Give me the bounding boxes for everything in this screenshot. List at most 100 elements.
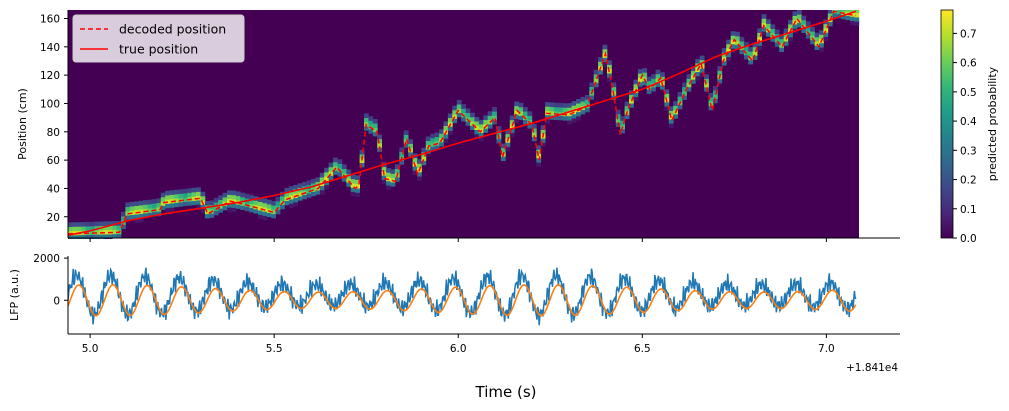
heatmap-cell [752, 55, 758, 60]
heatmap-cell [280, 196, 285, 201]
heatmap-cell [651, 78, 656, 83]
heatmap-cell [364, 113, 369, 118]
heatmap-cell [735, 40, 740, 45]
heatmap-cell [487, 124, 493, 129]
heatmap-cell [98, 221, 104, 227]
bottom-x-tick-label: 7.0 [818, 343, 835, 355]
heatmap-cell [699, 59, 705, 65]
heatmap-cell [447, 130, 453, 136]
heatmap-cell [819, 30, 824, 35]
heatmap-cell [633, 79, 639, 85]
heatmap-cell [169, 203, 175, 208]
heatmap-cell [832, 13, 838, 18]
heatmap-cell [355, 179, 360, 185]
heatmap-cell [293, 189, 299, 194]
heatmap-cell [156, 207, 162, 212]
heatmap-cell [107, 234, 113, 239]
heatmap-cell [293, 197, 299, 203]
heatmap-cell [129, 206, 135, 211]
heatmap-cell [253, 200, 259, 206]
legend-label-true: true position [119, 42, 198, 57]
heatmap-cell [770, 24, 776, 29]
heatmap-cell [430, 137, 436, 143]
heatmap-cell [474, 129, 480, 135]
heatmap-cell [774, 42, 780, 47]
heatmap-cell [319, 172, 325, 178]
heatmap-cell [567, 107, 572, 112]
heatmap-cell [112, 221, 117, 226]
heatmap-cell [540, 129, 546, 135]
heatmap-cell [814, 32, 820, 38]
heatmap-cell [425, 136, 431, 142]
heatmap-cell [337, 159, 343, 164]
heatmap-cell [509, 128, 515, 133]
heatmap-cell [328, 162, 334, 168]
heatmap-cell [730, 35, 736, 41]
top-y-tick-label: 140 [40, 42, 60, 54]
heatmap-cell [761, 27, 767, 32]
colorbar-tick-label: 0.3 [960, 145, 977, 157]
heatmap-cell [584, 95, 590, 100]
heatmap-cell [266, 212, 272, 218]
heatmap-cell [447, 113, 453, 119]
heatmap-cell [138, 200, 144, 206]
heatmap-cell [244, 193, 250, 199]
heatmap-cell [686, 74, 692, 79]
heatmap-cell [116, 233, 122, 239]
heatmap-cell [258, 197, 263, 202]
heatmap-cell [492, 119, 497, 125]
heatmap-cell [165, 203, 170, 209]
heatmap-cell [518, 107, 524, 112]
heatmap-cell [222, 205, 228, 211]
heatmap-cell [209, 213, 215, 218]
heatmap-cell [191, 196, 197, 201]
heatmap-cell [531, 132, 537, 138]
heatmap-cell [328, 166, 334, 172]
heatmap-cell [447, 126, 453, 131]
heatmap-cell [832, 0, 837, 5]
heatmap-cell [288, 194, 294, 200]
heatmap-cell [823, 36, 829, 42]
heatmap-cell [721, 48, 727, 53]
heatmap-cell [231, 190, 237, 196]
heatmap-cell [805, 34, 811, 39]
heatmap-cell [439, 133, 444, 138]
heatmap-cell [377, 143, 382, 148]
heatmap-cell [434, 145, 440, 150]
heatmap-cell [766, 32, 771, 37]
heatmap-cell [620, 120, 625, 125]
heatmap-cell [174, 202, 179, 208]
heatmap-cell [94, 225, 100, 231]
heatmap-cell [492, 115, 497, 121]
heatmap-cell [660, 85, 665, 90]
heatmap-cell [558, 102, 564, 108]
heatmap-cell [841, 14, 846, 20]
bottom-x-tick-label: 5.0 [82, 343, 99, 355]
top-y-tick-label: 100 [40, 98, 60, 110]
heatmap-cell [341, 177, 347, 182]
heatmap-cell [651, 74, 656, 79]
heatmap-cell [576, 99, 581, 104]
heatmap-cell [182, 197, 188, 202]
heatmap-cell [562, 107, 568, 113]
heatmap-cell [443, 121, 449, 126]
heatmap-cell [187, 188, 193, 193]
heatmap-cell [492, 111, 497, 116]
heatmap-cell [620, 128, 625, 134]
heatmap-cell [399, 147, 405, 152]
heatmap-cell [836, 13, 842, 19]
heatmap-cell [699, 68, 705, 73]
heatmap-cell [456, 104, 462, 109]
heatmap-cell [319, 185, 325, 191]
heatmap-cell [766, 23, 771, 29]
heatmap-cell [757, 32, 762, 38]
heatmap-cell [827, 13, 833, 18]
heatmap-cell [553, 106, 559, 112]
heatmap-cell [350, 187, 356, 192]
heatmap-cell [810, 31, 815, 36]
heatmap-cell [505, 146, 511, 152]
heatmap-cell [231, 194, 237, 200]
heatmap-cell [514, 118, 519, 124]
heatmap-cell [271, 205, 276, 210]
